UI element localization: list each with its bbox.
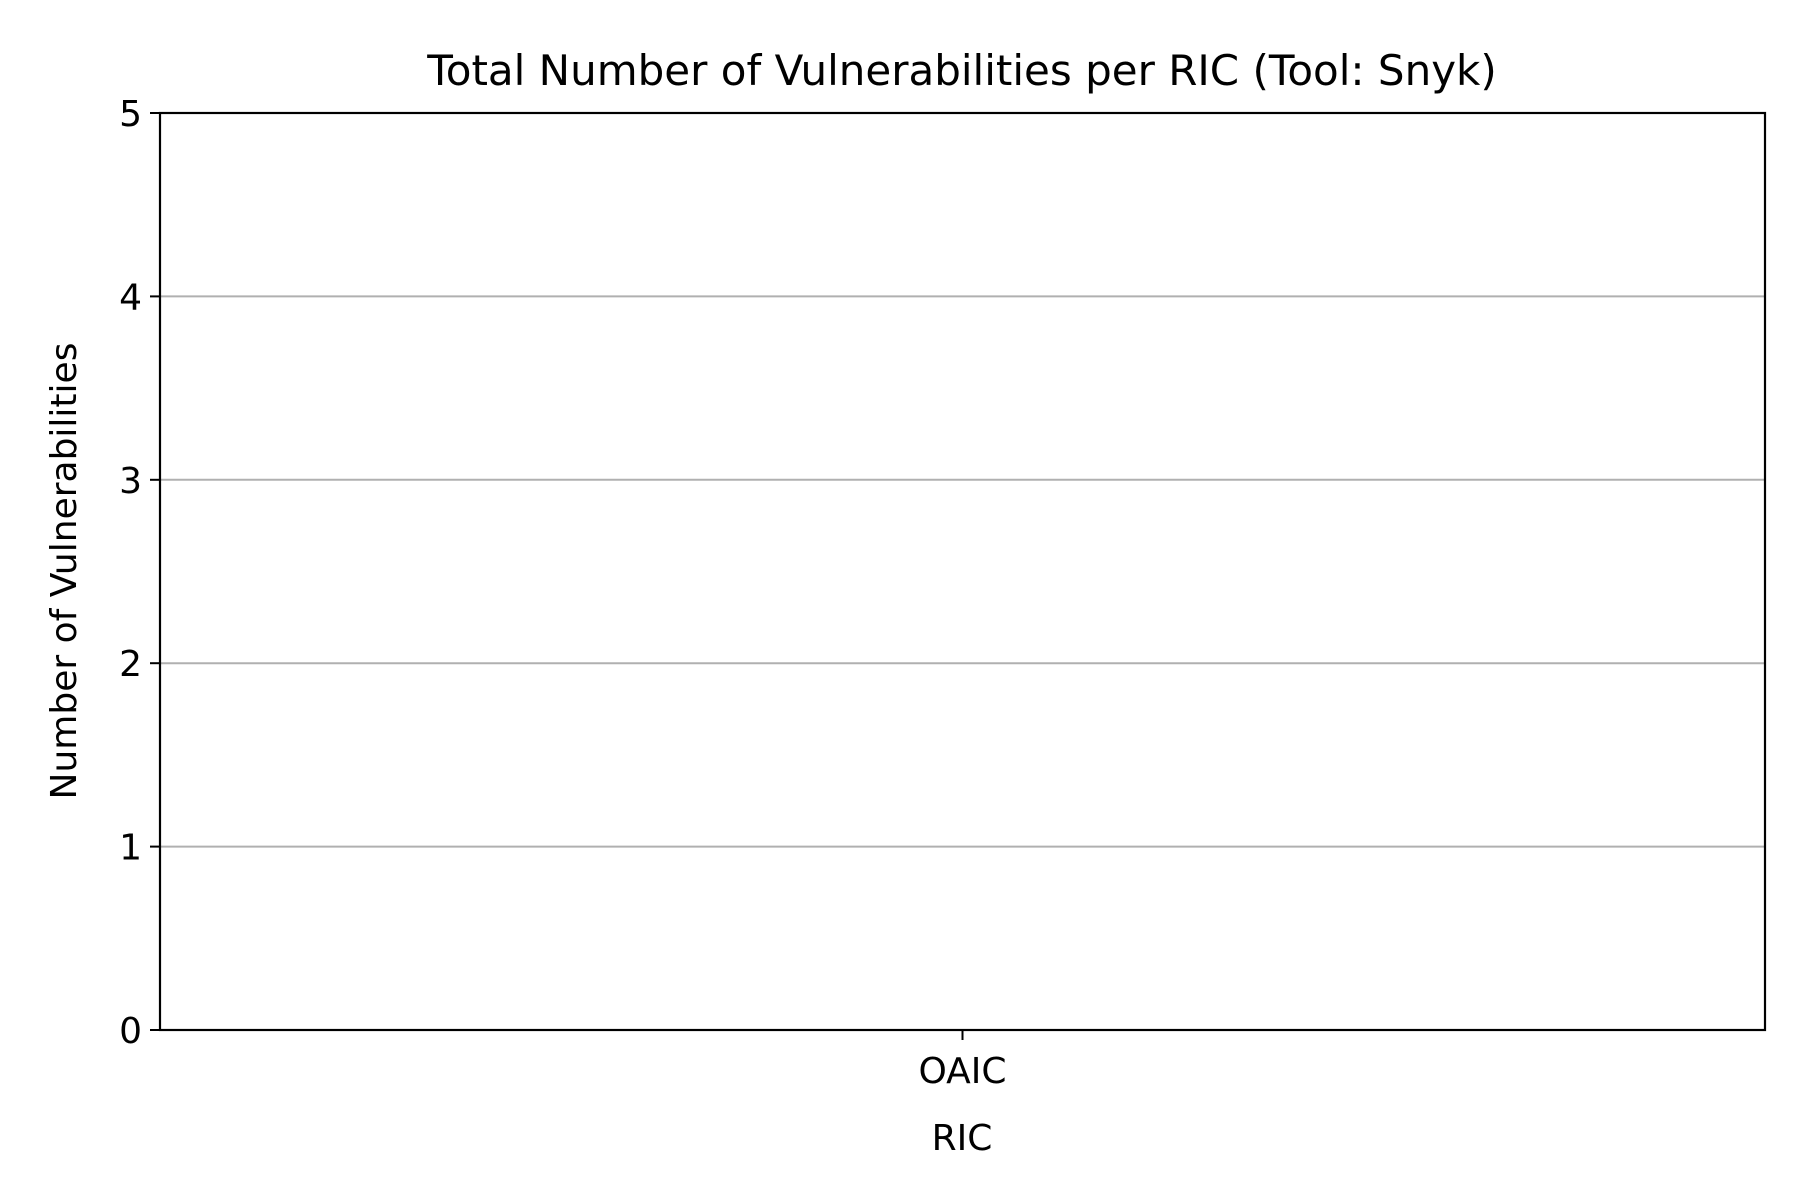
chart-title: Total Number of Vulnerabilities per RIC …	[426, 46, 1497, 95]
y-tick-label: 1	[119, 828, 142, 869]
plot-frame	[158, 111, 1767, 1032]
y-tick-label: 3	[119, 461, 142, 502]
y-tick-label: 0	[119, 1011, 142, 1052]
y-tick-label: 2	[119, 644, 142, 685]
y-axis-label: Number of Vulnerabilities	[44, 343, 85, 800]
x-axis-label: RIC	[932, 1118, 993, 1159]
x-axis-ticks: OAIC	[918, 1030, 1007, 1092]
x-tick-label: OAIC	[918, 1051, 1006, 1092]
y-axis-ticks: 0 1 2 3 4 5	[119, 94, 160, 1052]
y-tick-label: 5	[119, 94, 142, 135]
grid-lines	[160, 295, 1765, 848]
y-tick-label: 4	[119, 277, 142, 318]
